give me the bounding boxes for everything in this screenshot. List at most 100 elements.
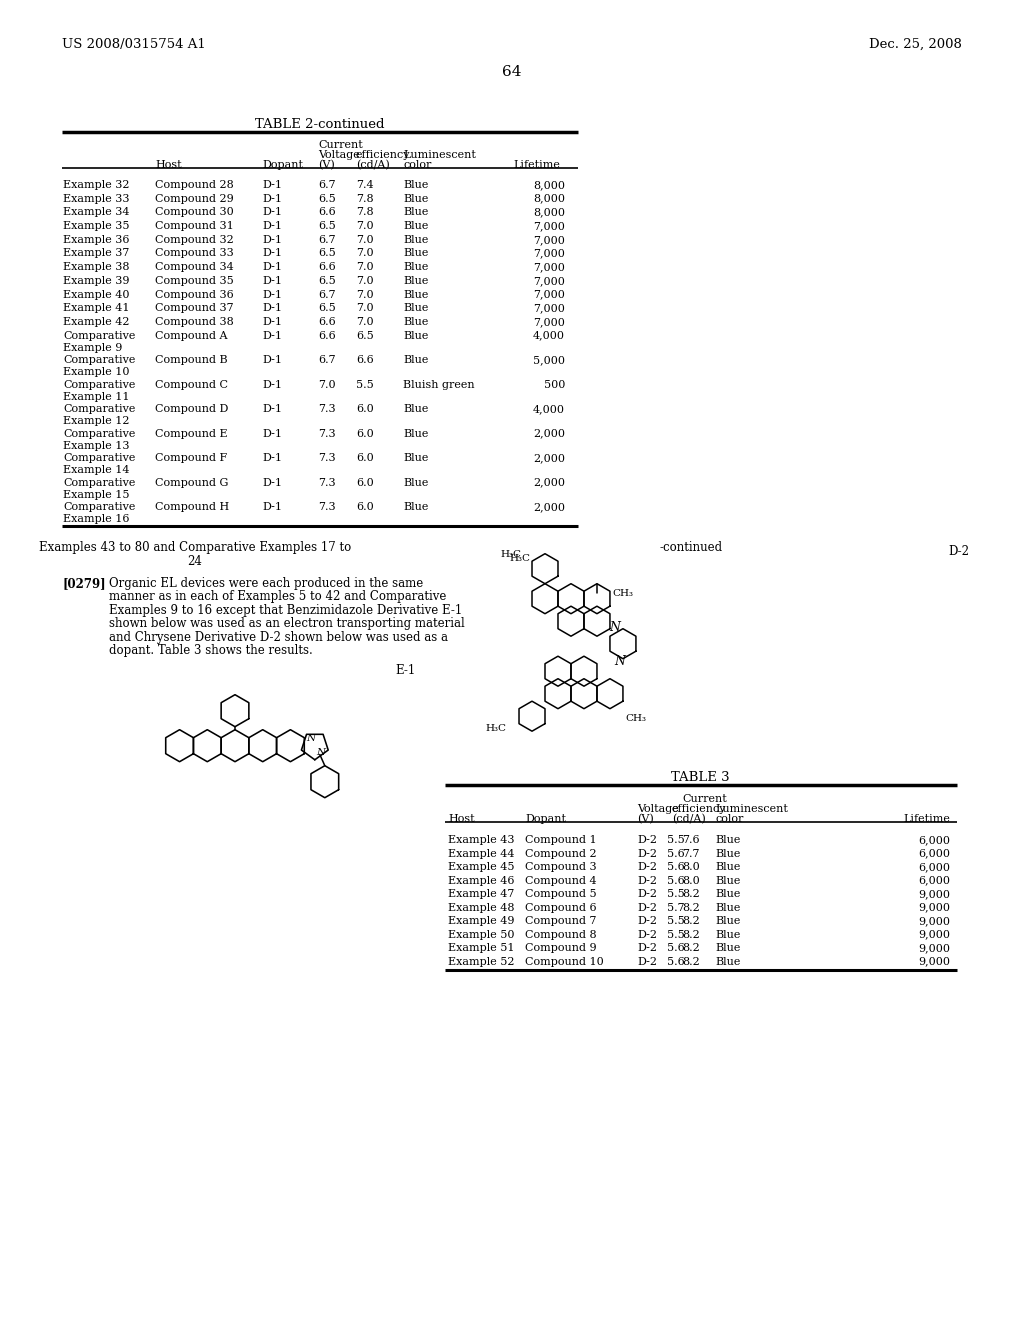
Text: Blue: Blue: [403, 429, 428, 438]
Text: 8,000: 8,000: [534, 194, 565, 203]
Text: Blue: Blue: [403, 180, 428, 190]
Text: Comparative: Comparative: [63, 404, 135, 414]
Text: Lifetime: Lifetime: [513, 160, 560, 170]
Text: Organic EL devices were each produced in the same: Organic EL devices were each produced in…: [109, 577, 423, 590]
Text: D-1: D-1: [262, 404, 282, 414]
Text: D-1: D-1: [262, 263, 282, 272]
Text: N: N: [316, 748, 326, 758]
Text: Compound 10: Compound 10: [525, 957, 604, 966]
Text: 6.0: 6.0: [356, 478, 374, 487]
Text: 6.5: 6.5: [318, 220, 336, 231]
Text: Example 39: Example 39: [63, 276, 129, 286]
Text: (V): (V): [318, 160, 335, 170]
Text: Compound 30: Compound 30: [155, 207, 233, 218]
Text: 7.3: 7.3: [318, 453, 336, 463]
Text: Luminescent: Luminescent: [403, 150, 476, 160]
Text: Blue: Blue: [403, 235, 428, 244]
Text: manner as in each of Examples 5 to 42 and Comparative: manner as in each of Examples 5 to 42 an…: [109, 590, 446, 603]
Text: Example 13: Example 13: [63, 441, 129, 450]
Text: Blue: Blue: [403, 220, 428, 231]
Text: 6.6: 6.6: [318, 317, 336, 327]
Text: -continued: -continued: [660, 541, 723, 553]
Text: 7.0: 7.0: [356, 220, 374, 231]
Text: 8.2: 8.2: [682, 890, 699, 899]
Text: Blue: Blue: [403, 276, 428, 286]
Text: Blue: Blue: [715, 944, 740, 953]
Text: 5.6: 5.6: [667, 944, 685, 953]
Text: N: N: [609, 622, 621, 635]
Text: 6,000: 6,000: [918, 862, 950, 873]
Text: 7,000: 7,000: [534, 276, 565, 286]
Text: Compound H: Compound H: [155, 502, 229, 512]
Text: D-2: D-2: [637, 916, 657, 927]
Text: Compound 34: Compound 34: [155, 263, 233, 272]
Text: Example 12: Example 12: [63, 416, 129, 426]
Text: D-1: D-1: [262, 220, 282, 231]
Text: color: color: [715, 814, 743, 824]
Text: Example 34: Example 34: [63, 207, 129, 218]
Text: H₃C: H₃C: [500, 549, 521, 558]
Text: Compound 31: Compound 31: [155, 220, 233, 231]
Text: Comparative: Comparative: [63, 478, 135, 487]
Text: Compound B: Compound B: [155, 355, 227, 366]
Text: US 2008/0315754 A1: US 2008/0315754 A1: [62, 38, 206, 51]
Text: Blue: Blue: [715, 862, 740, 873]
Text: 6.5: 6.5: [318, 194, 336, 203]
Text: Example 33: Example 33: [63, 194, 129, 203]
Text: D-1: D-1: [262, 429, 282, 438]
Text: 7,000: 7,000: [534, 317, 565, 327]
Text: Dopant: Dopant: [525, 814, 566, 824]
Text: Compound 3: Compound 3: [525, 862, 597, 873]
Text: 4,000: 4,000: [534, 404, 565, 414]
Text: Example 36: Example 36: [63, 235, 129, 244]
Text: Compound 4: Compound 4: [525, 875, 597, 886]
Text: Example 45: Example 45: [449, 862, 514, 873]
Text: D-2: D-2: [637, 944, 657, 953]
Text: D-1: D-1: [262, 355, 282, 366]
Text: Blue: Blue: [403, 248, 428, 259]
Text: 5.6: 5.6: [667, 849, 685, 859]
Text: Compound G: Compound G: [155, 478, 228, 487]
Text: (cd/A): (cd/A): [356, 160, 390, 170]
Text: Example 9: Example 9: [63, 343, 123, 352]
Text: 6,000: 6,000: [918, 849, 950, 859]
Text: H₃C: H₃C: [485, 723, 506, 733]
Text: Compound 38: Compound 38: [155, 317, 233, 327]
Text: Blue: Blue: [403, 289, 428, 300]
Text: 7.8: 7.8: [356, 207, 374, 218]
Text: shown below was used as an electron transporting material: shown below was used as an electron tran…: [109, 618, 465, 630]
Text: Examples 9 to 16 except that Benzimidazole Derivative E-1: Examples 9 to 16 except that Benzimidazo…: [109, 603, 462, 616]
Text: Example 52: Example 52: [449, 957, 514, 966]
Text: Blue: Blue: [403, 207, 428, 218]
Text: D-1: D-1: [262, 289, 282, 300]
Text: Compound 33: Compound 33: [155, 248, 233, 259]
Text: Compound 2: Compound 2: [525, 849, 597, 859]
Text: 8,000: 8,000: [534, 207, 565, 218]
Text: Example 15: Example 15: [63, 490, 129, 500]
Text: Example 14: Example 14: [63, 465, 129, 475]
Text: 8.2: 8.2: [682, 944, 699, 953]
Text: Example 38: Example 38: [63, 263, 129, 272]
Text: Compound 6: Compound 6: [525, 903, 597, 912]
Text: Compound 35: Compound 35: [155, 276, 233, 286]
Text: 8.2: 8.2: [682, 903, 699, 912]
Text: 7.3: 7.3: [318, 429, 336, 438]
Text: Example 37: Example 37: [63, 248, 129, 259]
Text: Blue: Blue: [715, 903, 740, 912]
Text: 7.0: 7.0: [356, 263, 374, 272]
Text: Example 51: Example 51: [449, 944, 514, 953]
Text: 4,000: 4,000: [534, 331, 565, 341]
Text: 8.2: 8.2: [682, 916, 699, 927]
Text: 6.7: 6.7: [318, 235, 336, 244]
Text: N: N: [306, 734, 315, 743]
Text: D-2: D-2: [637, 875, 657, 886]
Text: Compound 28: Compound 28: [155, 180, 233, 190]
Text: 2,000: 2,000: [534, 453, 565, 463]
Text: 8.2: 8.2: [682, 929, 699, 940]
Text: 6.7: 6.7: [318, 289, 336, 300]
Text: Blue: Blue: [403, 304, 428, 313]
Text: Blue: Blue: [403, 194, 428, 203]
Text: Blue: Blue: [403, 331, 428, 341]
Text: Compound 32: Compound 32: [155, 235, 233, 244]
Text: 6.7: 6.7: [318, 355, 336, 366]
